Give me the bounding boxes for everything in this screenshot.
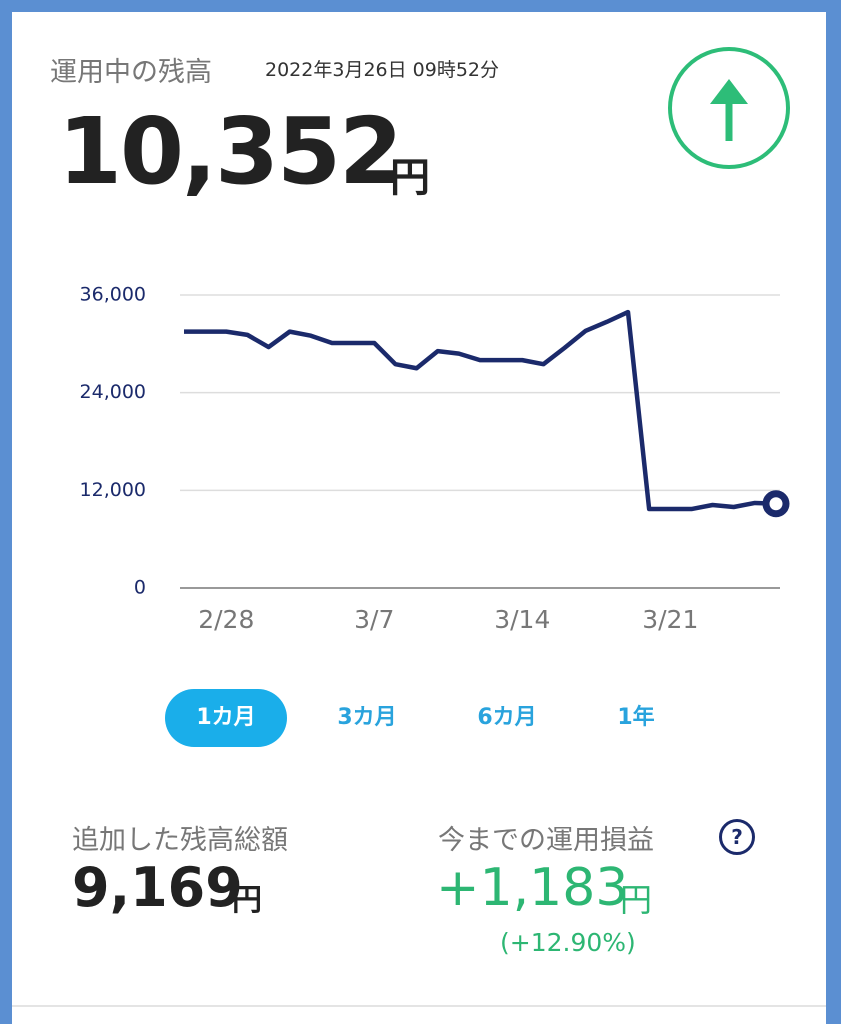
up-icon[interactable] [666, 46, 792, 172]
balance: 10,352 [58, 98, 403, 205]
tab[interactable]: 6カ月 [477, 705, 537, 730]
added-unit: 円 [232, 883, 262, 918]
x-tick-label: 3/7 [354, 605, 394, 634]
timestamp: 2022年3月26日 09時52分 [265, 59, 500, 81]
added-value: 9,169 [72, 856, 243, 919]
chart: 0 12,000 24,000 36,000 2/28 3/7 3/14 3/21 [80, 284, 790, 634]
up-arrow-head [710, 79, 748, 104]
tab[interactable]: 1カ月 [165, 689, 287, 747]
y-tick-label: 12,000 [80, 479, 146, 501]
added-label: 追加した残高総額 [72, 825, 288, 856]
x-tick-label: 2/28 [198, 605, 254, 634]
profit-percent: (+12.90%) [500, 928, 636, 957]
card [12, 12, 826, 1024]
x-tick-label: 3/14 [494, 605, 550, 634]
line [184, 309, 777, 512]
y-tick-label: 0 [134, 577, 146, 599]
help-icon[interactable]: ? [719, 819, 755, 855]
divider [12, 1005, 826, 1007]
profit-label: 今までの運用損益 [438, 825, 654, 856]
profit-value: +1,183 [436, 858, 629, 918]
up-icon-ring [668, 47, 790, 169]
tab[interactable]: 1年 [617, 705, 655, 730]
profit-unit: 円 [620, 881, 653, 919]
y-tick-label: 24,000 [80, 381, 146, 403]
end-marker [762, 490, 790, 518]
x-tick-label: 3/21 [642, 605, 698, 634]
currency: 円 [390, 155, 430, 201]
tab[interactable]: 3カ月 [337, 705, 397, 730]
y-tick-label: 36,000 [80, 284, 146, 306]
title: 運用中の残高 [50, 57, 212, 88]
